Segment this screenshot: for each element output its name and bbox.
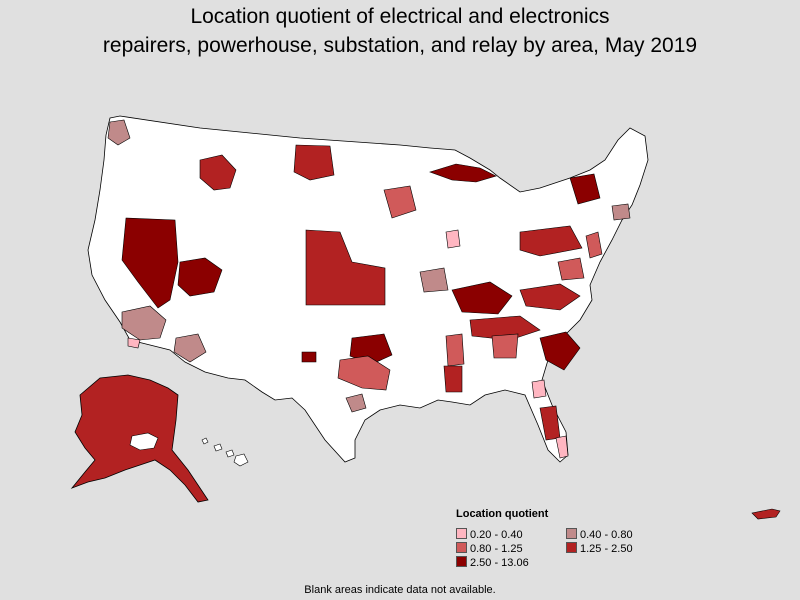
alaska-white-area: [129, 432, 159, 451]
region-pennsylvania: [519, 225, 583, 257]
region-virginia: [519, 283, 581, 311]
legend-swatch: [566, 528, 577, 539]
legend-item-0.20-0.40: 0.20 - 0.40: [456, 528, 523, 541]
legend-swatch: [456, 528, 467, 539]
region-arizona: [173, 333, 207, 363]
legend-label: 0.20 - 0.40: [470, 529, 523, 541]
legend-item-0.40-0.80: 0.40 - 0.80: [566, 528, 633, 541]
region-california-south: [121, 305, 167, 341]
legend-swatch: [566, 542, 577, 553]
map-legend: Location quotient 0.20 - 0.40 0.40 - 0.8…: [456, 508, 686, 578]
region-illinois: [445, 229, 461, 249]
region-florida-south: [555, 435, 569, 459]
region-idaho: [199, 154, 237, 191]
legend-title: Location quotient: [456, 508, 549, 520]
region-missouri: [419, 267, 449, 293]
legend-swatch: [456, 556, 467, 567]
region-wisconsin: [383, 185, 417, 219]
region-mississippi: [445, 333, 465, 367]
region-michigan-upper: [429, 163, 497, 183]
legend-label: 2.50 - 13.06: [470, 557, 529, 569]
region-utah: [177, 257, 223, 297]
legend-label: 0.40 - 0.80: [580, 529, 633, 541]
legend-label: 1.25 - 2.50: [580, 543, 633, 555]
region-texas-west: [301, 351, 317, 363]
puerto-rico: [751, 508, 781, 520]
region-texas-south: [345, 393, 367, 413]
region-florida-north: [531, 379, 547, 399]
legend-item-1.25-2.50: 1.25 - 2.50: [566, 542, 633, 555]
region-kansas: [305, 229, 386, 306]
legend-item-0.80-1.25: 0.80 - 1.25: [456, 542, 523, 555]
region-maryland: [557, 257, 585, 281]
region-nevada: [121, 217, 179, 309]
blank-areas-note: Blank areas indicate data not available.: [304, 584, 496, 596]
region-kentucky: [451, 281, 513, 315]
region-georgia: [491, 333, 519, 359]
region-new-england: [611, 203, 631, 221]
region-louisiana: [443, 365, 463, 393]
region-washington: [107, 119, 131, 146]
map-title: Location quotient of electrical and elec…: [102, 5, 698, 57]
legend-swatch: [456, 542, 467, 553]
legend-label: 0.80 - 1.25: [470, 543, 523, 555]
region-carolinas: [539, 331, 581, 371]
region-oklahoma: [349, 333, 393, 365]
region-texas-east: [337, 355, 391, 391]
region-new-york: [569, 173, 601, 205]
region-new-jersey: [585, 231, 603, 259]
hawaii-islands: [201, 437, 249, 467]
legend-item-2.50-13.06: 2.50 - 13.06: [456, 556, 529, 569]
region-california-tip: [127, 337, 141, 349]
region-tennessee: [469, 315, 541, 341]
region-north-dakota: [293, 144, 335, 181]
